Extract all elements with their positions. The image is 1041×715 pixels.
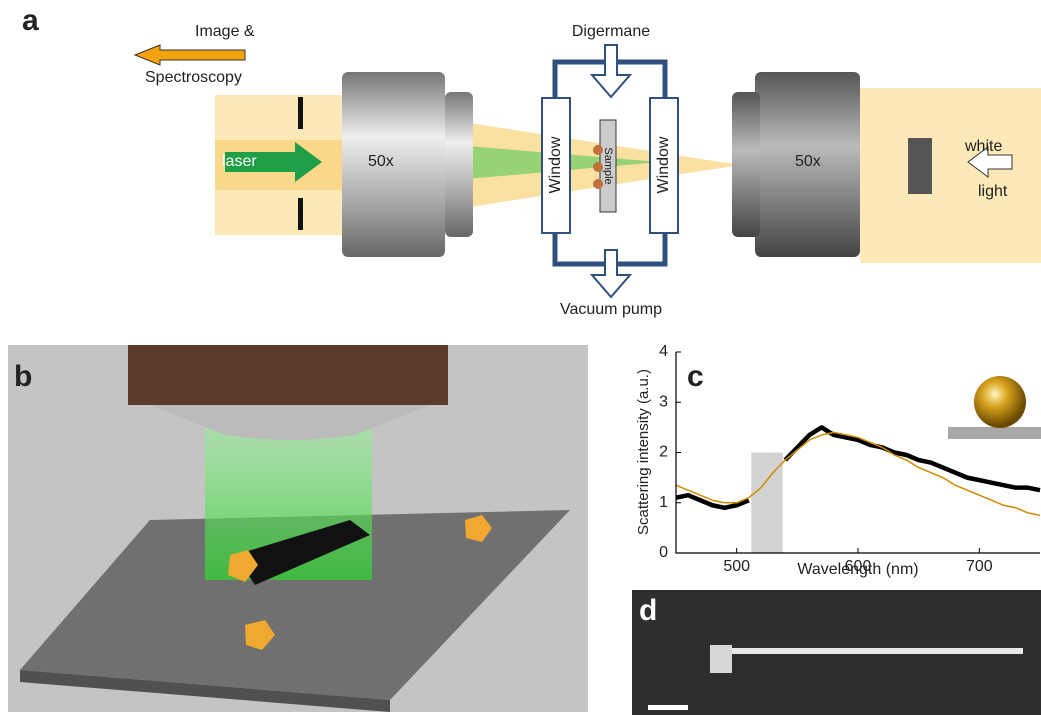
- y-tick-label: 1: [659, 494, 668, 511]
- white-light: [860, 88, 1041, 263]
- y-tick-label: 0: [659, 544, 668, 561]
- pump-arrow: [592, 250, 630, 297]
- particle: [593, 145, 603, 155]
- label: Window: [547, 136, 564, 193]
- objective-tip: [445, 92, 473, 237]
- inset-sphere: [974, 376, 1026, 428]
- label: light: [978, 183, 1008, 200]
- y-tick-label: 2: [659, 444, 668, 461]
- inset-substrate: [948, 427, 1041, 439]
- label: 50x: [795, 153, 821, 170]
- aperture: [298, 97, 303, 129]
- scale-bar: [648, 705, 688, 710]
- panel-label: b: [14, 360, 32, 393]
- x-axis-label: Wavelength (nm): [797, 561, 918, 578]
- label: Sample: [602, 147, 614, 184]
- panel-label: a: [22, 4, 39, 37]
- label: Spectroscopy: [145, 69, 242, 86]
- label: Digermane: [572, 23, 650, 40]
- particle: [593, 179, 603, 189]
- label: Vacuum pump: [560, 301, 662, 318]
- particle: [710, 645, 732, 673]
- label: 50x: [368, 153, 394, 170]
- y-tick-label: 3: [659, 393, 668, 410]
- label: laser: [222, 153, 257, 170]
- series-line: [676, 432, 1040, 515]
- nanowire: [728, 648, 1023, 654]
- label: Image &: [195, 23, 255, 40]
- y-axis-label: Scattering intensity (a.u.): [635, 369, 652, 535]
- series-line: [676, 427, 1040, 507]
- objective: [128, 345, 448, 405]
- label: white: [964, 138, 1002, 155]
- aperture: [298, 198, 303, 230]
- figure: a Image & Spectroscopy Digermane Vacuum …: [0, 0, 1041, 715]
- objective-tip: [732, 92, 760, 237]
- particle: [593, 162, 603, 172]
- output-arrow: [135, 45, 245, 65]
- panel-label: d: [639, 594, 657, 627]
- x-tick-label: 700: [966, 558, 993, 575]
- panel-label: c: [687, 360, 704, 393]
- blocker: [908, 138, 932, 194]
- x-tick-label: 500: [723, 558, 750, 575]
- y-tick-label: 4: [659, 343, 668, 360]
- label: Window: [655, 136, 672, 193]
- gas-arrow: [592, 45, 630, 97]
